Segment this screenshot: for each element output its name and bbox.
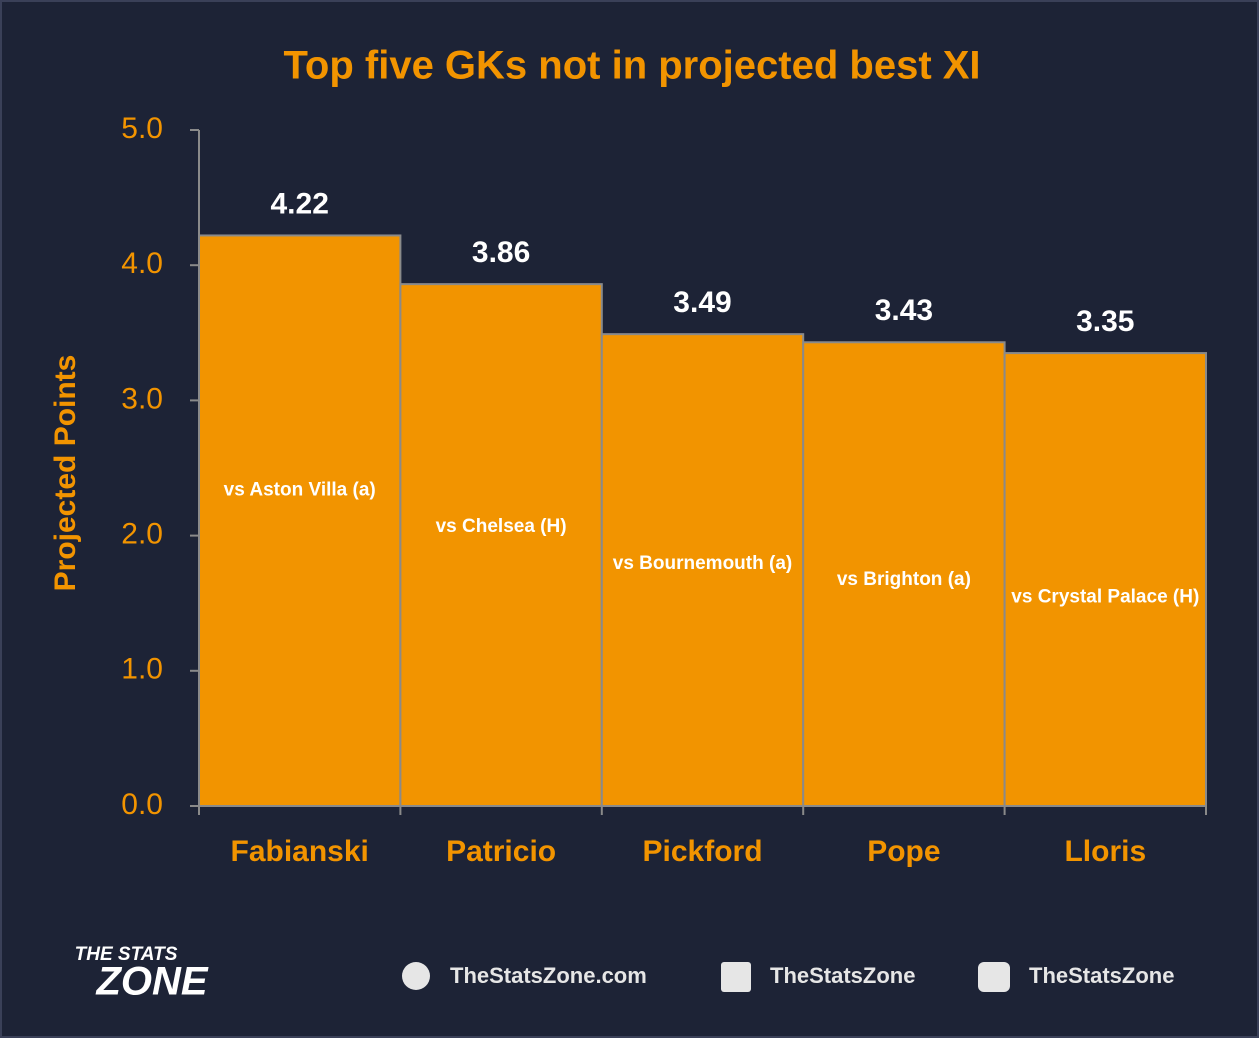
globe-icon bbox=[402, 962, 430, 990]
x-tick-label: Fabianski bbox=[231, 835, 369, 868]
bar bbox=[600, 333, 805, 807]
fixture-label: vs Brighton (a) bbox=[837, 569, 971, 590]
twitter[interactable]: TheStatsZone bbox=[1029, 963, 1174, 988]
bar bbox=[1003, 352, 1207, 807]
x-tick-label: Lloris bbox=[1064, 835, 1146, 868]
fixture-label: vs Crystal Palace (H) bbox=[1011, 587, 1199, 608]
y-tick-label: 3.0 bbox=[121, 382, 163, 415]
bar bbox=[198, 234, 402, 807]
footer: THE STATS ZONE TheStatsZone.com TheStats… bbox=[75, 944, 1175, 1004]
logo-top: THE STATS bbox=[75, 944, 178, 965]
chart-title: Top five GKs not in projected best XI bbox=[283, 44, 980, 88]
fixture-label: vs Chelsea (H) bbox=[436, 516, 567, 537]
bar bbox=[802, 341, 1006, 807]
value-label: 3.49 bbox=[673, 286, 731, 319]
twitter-icon bbox=[978, 962, 1010, 992]
value-label: 4.22 bbox=[271, 187, 329, 220]
fixture-label: vs Bournemouth (a) bbox=[613, 553, 792, 574]
y-tick-label: 0.0 bbox=[121, 788, 163, 821]
website[interactable]: TheStatsZone.com bbox=[450, 963, 647, 988]
fixture-label: vs Aston Villa (a) bbox=[224, 480, 376, 501]
facebook[interactable]: TheStatsZone bbox=[770, 963, 915, 988]
x-tick-label: Pope bbox=[867, 835, 940, 868]
y-tick-label: 1.0 bbox=[121, 653, 163, 686]
value-label: 3.43 bbox=[875, 294, 933, 327]
value-label: 3.35 bbox=[1076, 305, 1134, 338]
y-tick-label: 4.0 bbox=[121, 247, 163, 280]
x-tick-label: Patricio bbox=[446, 835, 556, 868]
y-tick-label: 2.0 bbox=[121, 518, 163, 551]
y-axis-label: Projected Points bbox=[49, 355, 82, 592]
x-tick-label: Pickford bbox=[642, 835, 762, 868]
y-tick-label: 5.0 bbox=[121, 112, 163, 145]
value-label: 3.86 bbox=[472, 236, 530, 269]
logo-bottom: ZONE bbox=[95, 960, 208, 1004]
bar bbox=[399, 283, 603, 807]
facebook-icon bbox=[721, 962, 751, 992]
